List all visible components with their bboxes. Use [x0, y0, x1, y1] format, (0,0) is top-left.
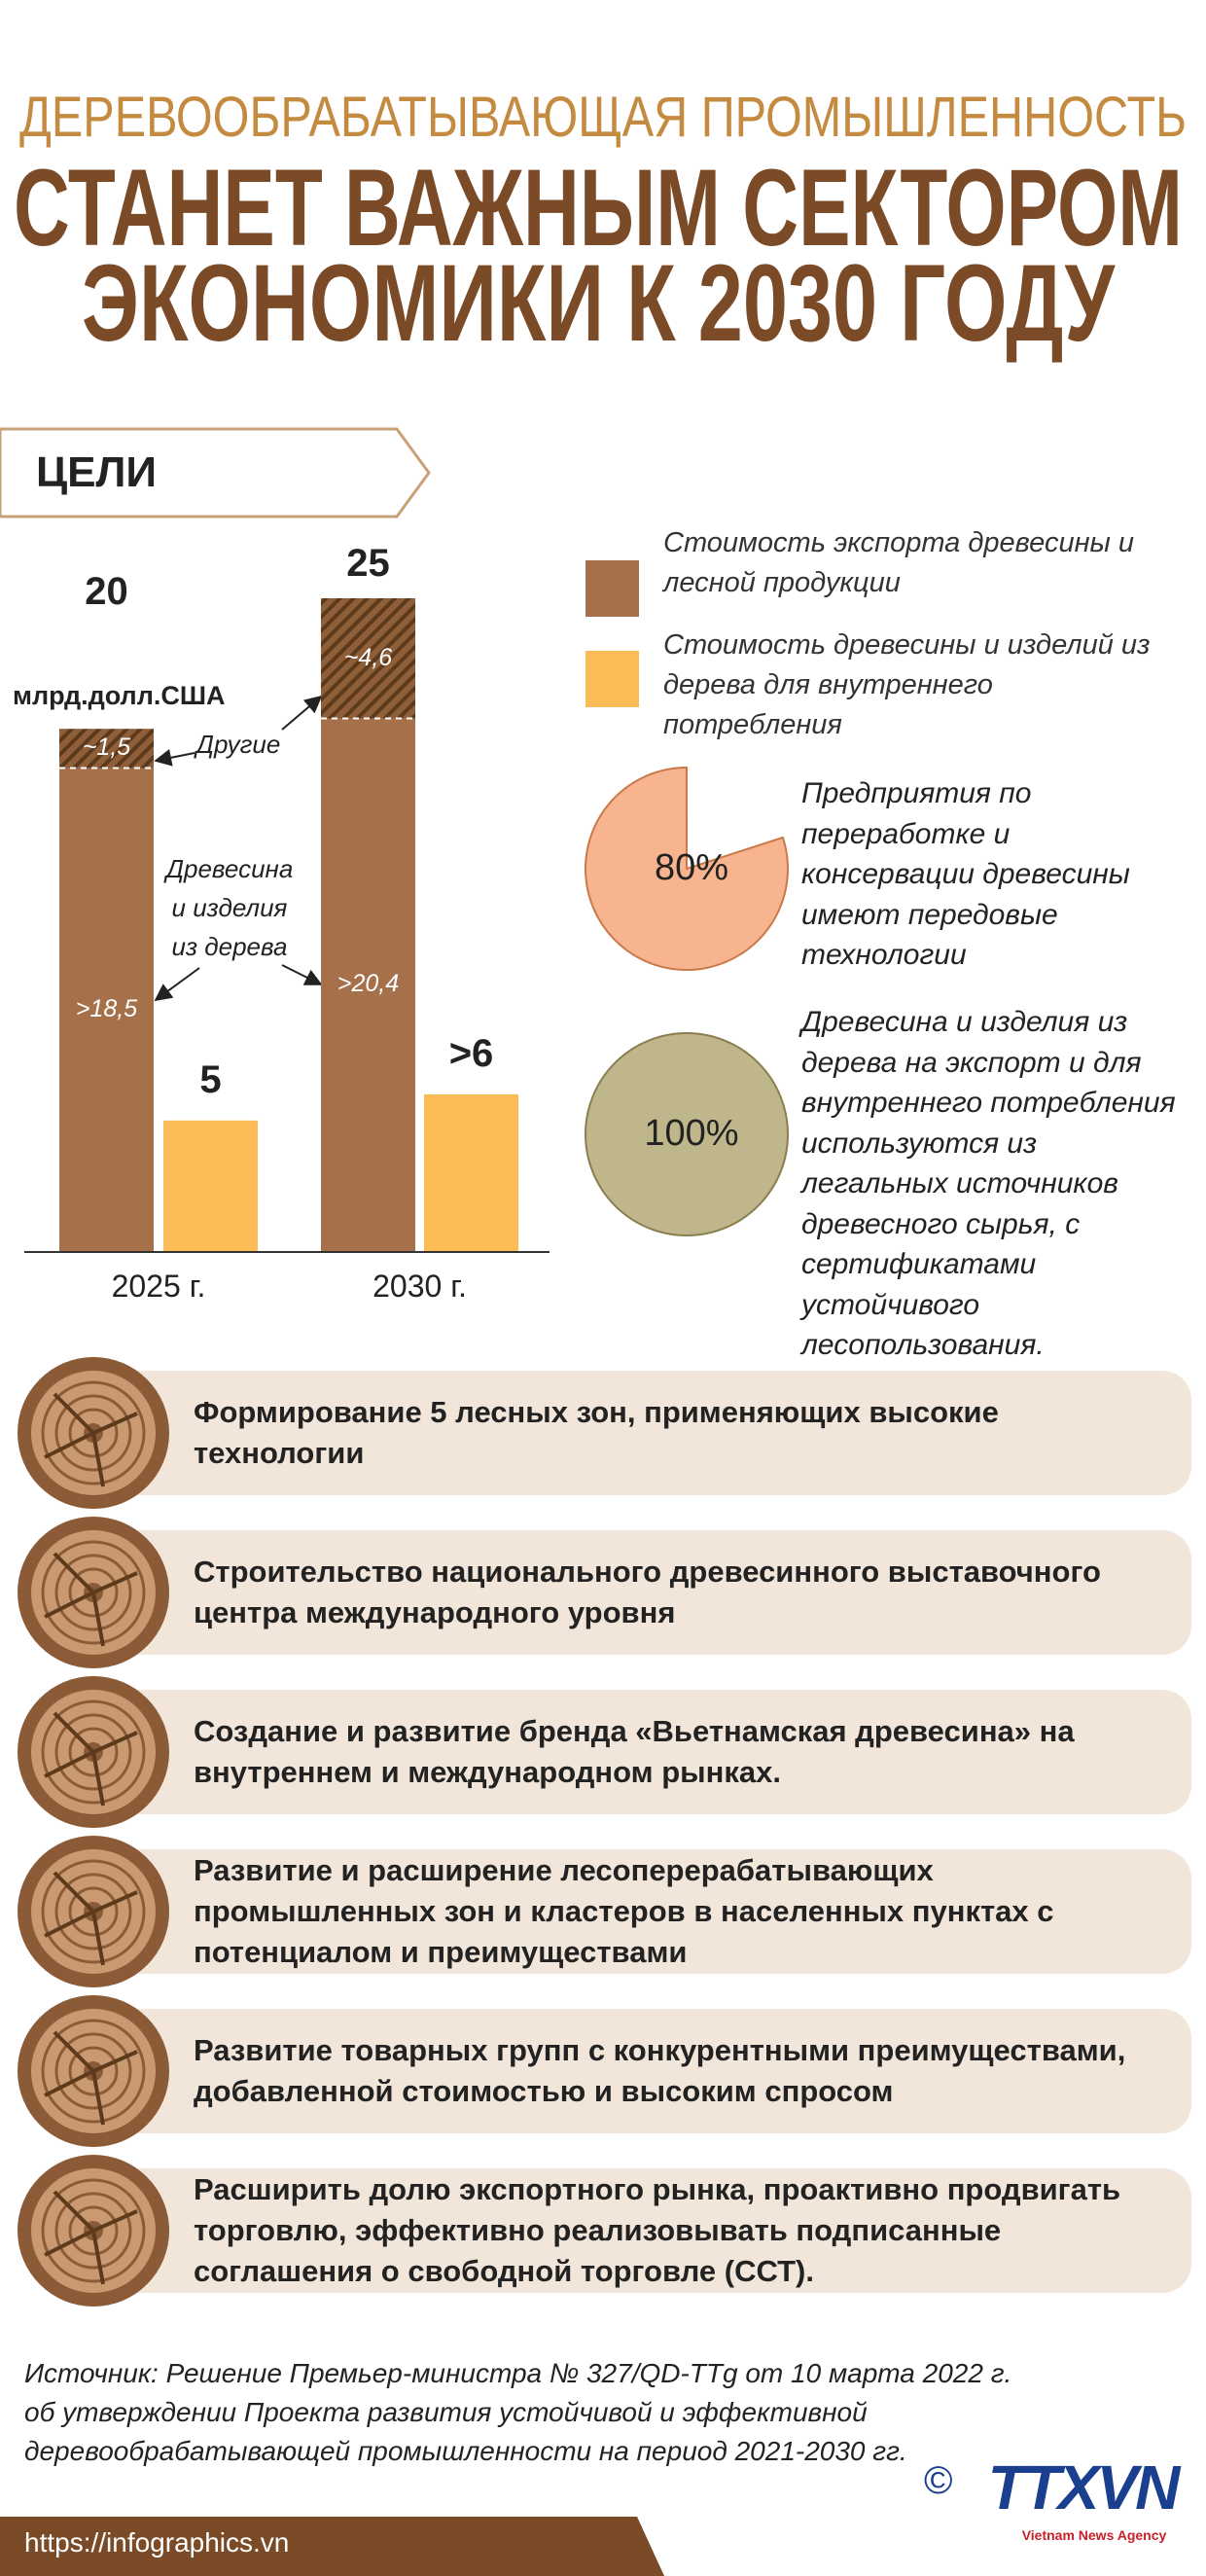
- goal-box: [90, 2168, 1191, 2293]
- logo-sub: Vietnam News Agency: [1021, 2527, 1167, 2543]
- section-tab: [0, 427, 431, 519]
- title-line: СТАНЕТ ВАЖНЫМ СЕКТОРОМ: [14, 147, 1183, 268]
- goal-text: Развитие и расширение лесоперерабатывающ…: [194, 1853, 1054, 1969]
- goal-text: Строительство национального древесинного…: [194, 1555, 1101, 1629]
- legend-swatch: [585, 560, 639, 617]
- goal-box: [90, 1371, 1191, 1495]
- title-line: ЭКОНОМИКИ К 2030 ГОДУ: [82, 242, 1116, 364]
- goal-text: Развитие товарных групп с конкурентными …: [194, 2033, 1126, 2108]
- bar-segment: [321, 598, 415, 719]
- total-label: 20: [85, 570, 128, 613]
- legend-label: Стоимость древесины и изделий из дерева …: [663, 629, 1151, 740]
- bar: [424, 1093, 518, 1251]
- log-icon: [16, 1355, 171, 1511]
- value-label: >18,5: [75, 994, 138, 1022]
- section-label: ЦЕЛИ: [36, 448, 157, 496]
- pie-caption: Предприятия по переработке и консервации…: [801, 777, 1130, 971]
- log-icon: [16, 1674, 171, 1830]
- value-label: >20,4: [337, 970, 400, 998]
- pie-label: 100%: [644, 1113, 739, 1154]
- arrow: [281, 695, 323, 731]
- value-label: >6: [448, 1031, 494, 1075]
- value-label: ~1,5: [82, 733, 131, 762]
- bar-segment: [321, 718, 415, 1251]
- value-label: 5: [199, 1057, 222, 1101]
- x-tick-label: 2025 г.: [111, 1269, 206, 1304]
- logo: TTXVN: [987, 2452, 1181, 2522]
- log-icon: [16, 1515, 171, 1670]
- total-label: 25: [346, 542, 390, 585]
- goal-box: [90, 2009, 1191, 2133]
- annotation: Древесина и изделия из дерева: [165, 854, 294, 961]
- legend-swatch: [585, 651, 639, 707]
- value-label: ~4,6: [343, 643, 393, 671]
- footer-url: https://infographics.vn: [24, 2527, 290, 2558]
- goal-text: Расширить долю экспортного рынка, проакт…: [194, 2172, 1121, 2288]
- annotation: Другие: [195, 730, 281, 759]
- log-icon: [16, 1993, 171, 2149]
- goal-text: Формирование 5 лесных зон, применяющих в…: [194, 1395, 999, 1470]
- bar-segment: [59, 729, 154, 769]
- copyright: ©: [924, 2459, 953, 2502]
- x-tick-label: 2030 г.: [372, 1269, 467, 1304]
- goal-text: Создание и развитие бренда «Вьетнамская …: [194, 1714, 1075, 1789]
- arrow: [281, 964, 323, 985]
- legend-label: Стоимость экспорта древесины и лесной пр…: [663, 527, 1135, 598]
- goal-box: [90, 1690, 1191, 1814]
- pie-label: 80%: [654, 847, 729, 888]
- goal-box: [90, 1530, 1191, 1655]
- source: Источник: Решение Премьер-министра № 327…: [24, 2358, 1012, 2466]
- pie-caption: Древесина и изделия из дерева на экспорт…: [801, 1006, 1176, 1361]
- bar: [163, 1120, 258, 1251]
- kicker: ДЕРЕВООБРАБАТЫВАЮЩАЯ ПРОМЫШЛЕННОСТЬ: [19, 86, 1187, 149]
- pie-slice: [585, 766, 789, 971]
- log-icon: [16, 1834, 171, 1989]
- goal-box: [90, 1849, 1191, 1974]
- log-icon: [16, 2153, 171, 2308]
- arrow: [154, 967, 200, 1002]
- pie-slice: [585, 1032, 789, 1236]
- arrow: [154, 748, 195, 767]
- footer-band: [0, 2517, 664, 2576]
- unit-label: млрд.долл.США: [13, 681, 226, 710]
- bar-segment: [59, 768, 154, 1251]
